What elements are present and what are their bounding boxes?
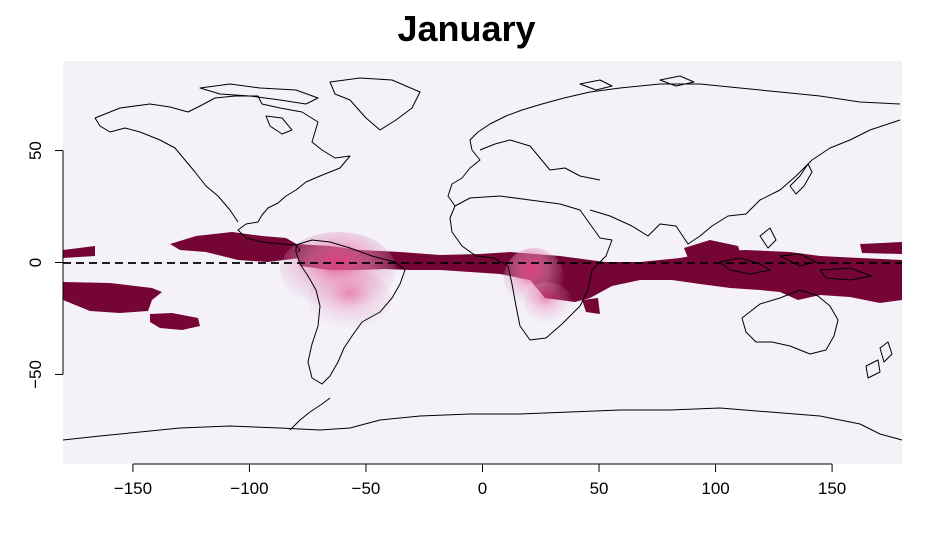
x-tick-label: 150 (818, 479, 846, 498)
precipitation-band (63, 232, 902, 330)
y-axis: −50 0 50 (26, 141, 64, 389)
coastlines (63, 75, 902, 441)
africa-precip-fade (524, 282, 572, 326)
x-tick-label: 0 (478, 479, 487, 498)
x-tick-label: 100 (701, 479, 729, 498)
y-tick-label: −50 (26, 360, 45, 389)
map-title: January (397, 8, 536, 49)
x-tick-label: 50 (590, 479, 609, 498)
amazon-precip-fade (308, 270, 392, 330)
x-tick-label: −100 (230, 479, 268, 498)
y-tick-label: 50 (26, 141, 45, 160)
x-tick-label: −50 (352, 479, 381, 498)
x-tick-label: −150 (114, 479, 152, 498)
y-tick-label: 0 (26, 258, 45, 267)
x-axis: −150 −100 −50 0 50 100 150 (114, 463, 846, 498)
